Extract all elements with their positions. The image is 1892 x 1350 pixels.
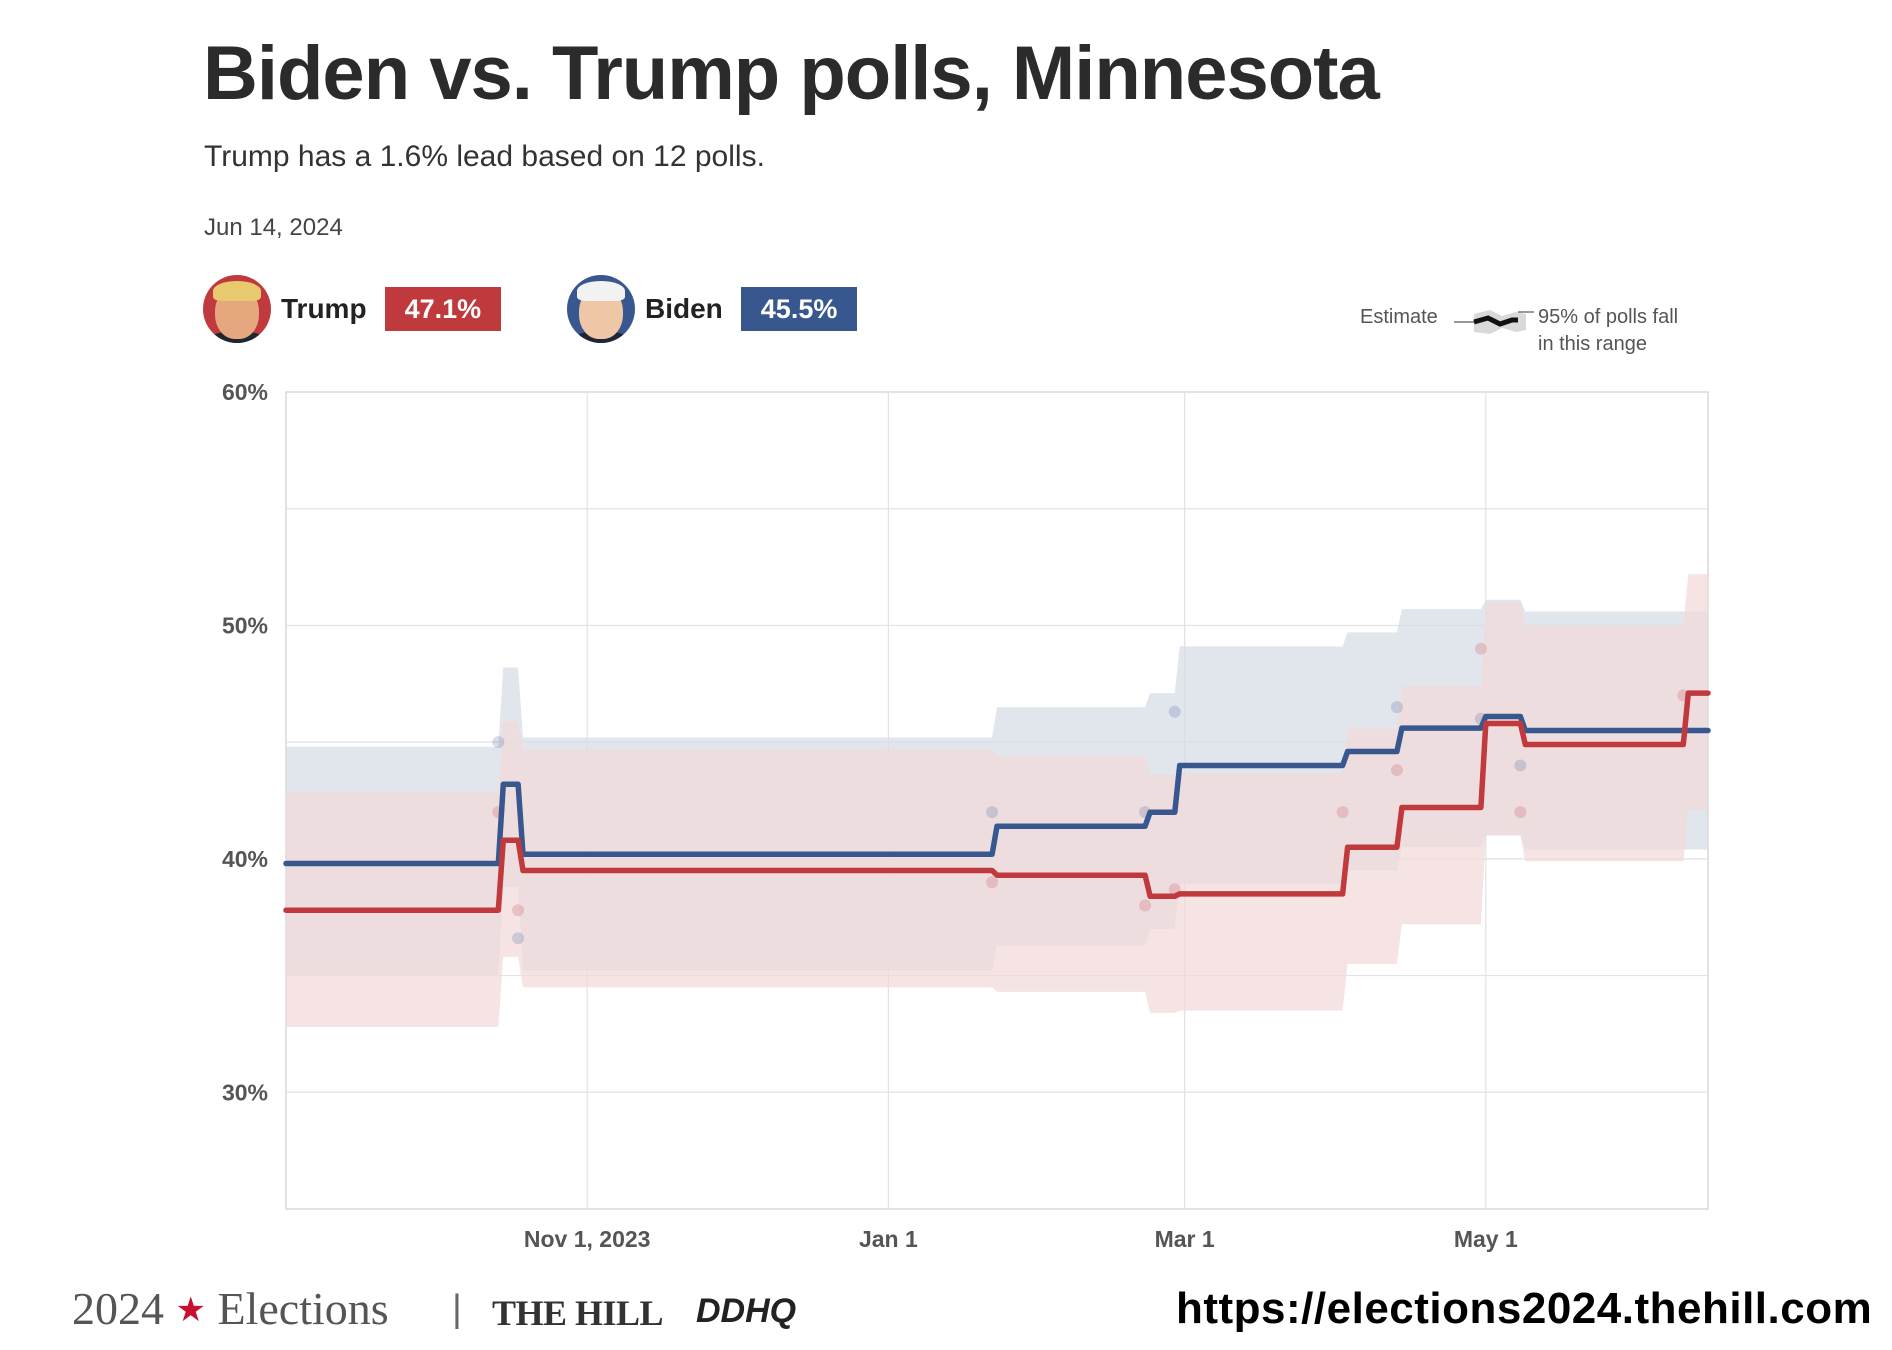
- band-trump: [286, 574, 1708, 1027]
- candidate-name-biden: Biden: [645, 293, 723, 324]
- legend-range-line1: 95% of polls fall: [1538, 306, 1679, 328]
- elections-brand: 2024 ★ Elections: [72, 1282, 389, 1335]
- legend-range-line2: in this range: [1538, 333, 1647, 355]
- poll-point-trump: [986, 876, 999, 889]
- ddhq-logo: DDHQ: [696, 1292, 797, 1330]
- candidate-trump: Trump 47.1%: [203, 274, 502, 344]
- poll-point-trump: [1139, 899, 1152, 912]
- as-of-date: Jun 14, 2024: [204, 214, 343, 241]
- brand-year: 2024: [72, 1283, 164, 1334]
- poll-point-biden: [1390, 701, 1403, 714]
- chart-legend: Estimate 95% of polls fall in this range: [1360, 302, 1700, 362]
- x-tick-label: Nov 1, 2023: [524, 1226, 651, 1252]
- candidate-biden: Biden 45.5%: [567, 274, 858, 344]
- estimate-line-biden: [283, 713, 1711, 867]
- poll-point-trump: [1474, 642, 1487, 655]
- poll-point-biden: [986, 806, 999, 819]
- x-tick-label: Mar 1: [1155, 1226, 1215, 1252]
- estimate-line-trump: [283, 690, 1711, 913]
- y-tick-label: 40%: [222, 846, 268, 872]
- x-tick-label: May 1: [1454, 1226, 1518, 1252]
- trump-portrait-icon: [203, 275, 271, 343]
- star-icon: ★: [175, 1292, 206, 1329]
- source-url[interactable]: https://elections2024.thehill.com: [1176, 1284, 1873, 1333]
- estimate-range-swatch-icon: [1454, 310, 1534, 334]
- poll-point-biden: [492, 736, 505, 749]
- brand-word: Elections: [217, 1283, 389, 1334]
- y-tick-label: 60%: [222, 379, 268, 405]
- poll-point-trump: [1336, 806, 1349, 819]
- footer-separator: |: [452, 1288, 462, 1330]
- poll-point-biden: [1514, 759, 1527, 772]
- page-title: Biden vs. Trump polls, Minnesota: [203, 31, 1380, 116]
- biden-portrait-icon: [567, 275, 635, 343]
- poll-point-biden: [1168, 705, 1181, 718]
- biden-value-badge: 45.5%: [740, 287, 858, 331]
- candidate-name-trump: Trump: [281, 293, 367, 324]
- poll-point-trump: [512, 904, 525, 917]
- legend-estimate-label: Estimate: [1360, 306, 1438, 328]
- y-tick-label: 50%: [222, 612, 268, 638]
- y-tick-label: 30%: [222, 1079, 268, 1105]
- poll-point-trump: [1514, 806, 1527, 819]
- lead-summary: Trump has a 1.6% lead based on 12 polls.: [204, 140, 765, 173]
- x-tick-label: Jan 1: [859, 1226, 918, 1252]
- the-hill-logo: THE HILL: [492, 1293, 664, 1333]
- poll-point-biden: [512, 932, 525, 945]
- trump-value-badge: 47.1%: [384, 287, 502, 331]
- poll-point-trump: [1390, 764, 1403, 777]
